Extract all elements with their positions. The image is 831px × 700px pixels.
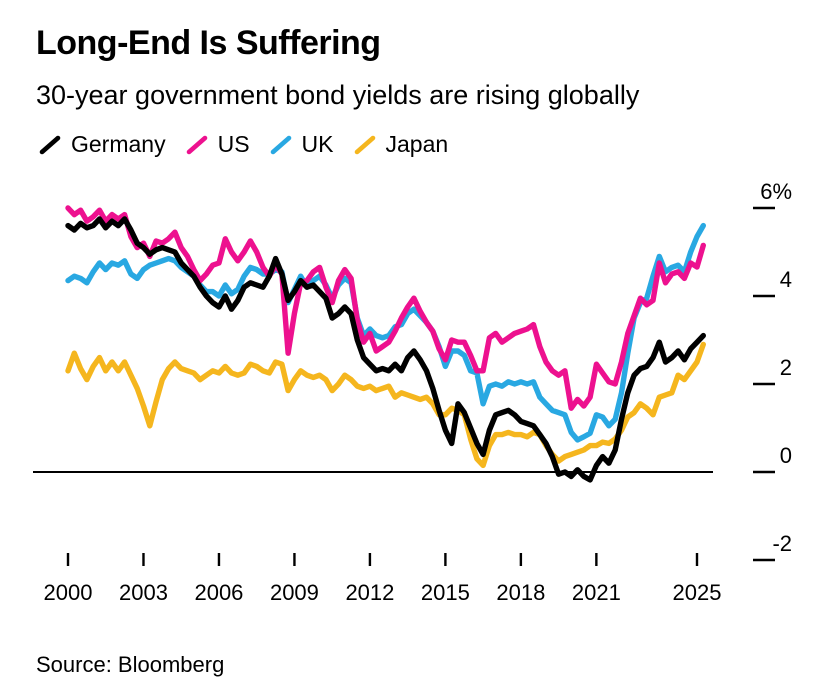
chart-legend: Germany US UK Japan xyxy=(38,131,448,158)
x-tick-label: 2015 xyxy=(421,580,470,605)
x-tick-label: 2000 xyxy=(44,580,93,605)
legend-label-uk: UK xyxy=(301,131,334,157)
x-tick-label: 2009 xyxy=(270,580,319,605)
x-tick-label: 2018 xyxy=(496,580,545,605)
series-line-germany xyxy=(65,216,706,483)
chart-subtitle: 30-year government bond yields are risin… xyxy=(36,80,640,110)
legend-label-japan: Japan xyxy=(385,131,449,157)
legend-item-germany: Germany xyxy=(38,131,166,158)
chart-title: Long-End Is Suffering xyxy=(36,24,381,62)
series-line-us xyxy=(65,205,706,411)
source-note: Source: Bloomberg xyxy=(36,652,225,677)
legend-slash-icon-germany xyxy=(39,135,61,154)
x-tick-label: 2025 xyxy=(673,580,722,605)
y-tick-label: 2 xyxy=(780,355,792,380)
y-tick-label: 0 xyxy=(780,443,792,468)
legend-slash-icon-japan xyxy=(354,135,375,154)
legend-slash-icon-uk xyxy=(270,135,291,154)
y-tick-label: -2 xyxy=(772,531,792,556)
series-line-japan xyxy=(65,341,706,469)
x-tick-label: 2003 xyxy=(119,580,168,605)
legend-item-us: US xyxy=(185,131,250,158)
legend-item-japan: Japan xyxy=(353,131,449,158)
legend-label-germany: Germany xyxy=(71,131,166,157)
x-tick-label: 2012 xyxy=(345,580,394,605)
legend-label-us: US xyxy=(217,131,250,157)
y-tick-label: 6% xyxy=(760,179,792,204)
legend-slash-icon-us xyxy=(186,135,207,154)
x-tick-label: 2006 xyxy=(194,580,243,605)
x-tick-label: 2021 xyxy=(572,580,621,605)
y-tick-label: 4 xyxy=(780,267,792,292)
series-line-uk xyxy=(65,222,706,443)
legend-item-uk: UK xyxy=(269,131,334,158)
